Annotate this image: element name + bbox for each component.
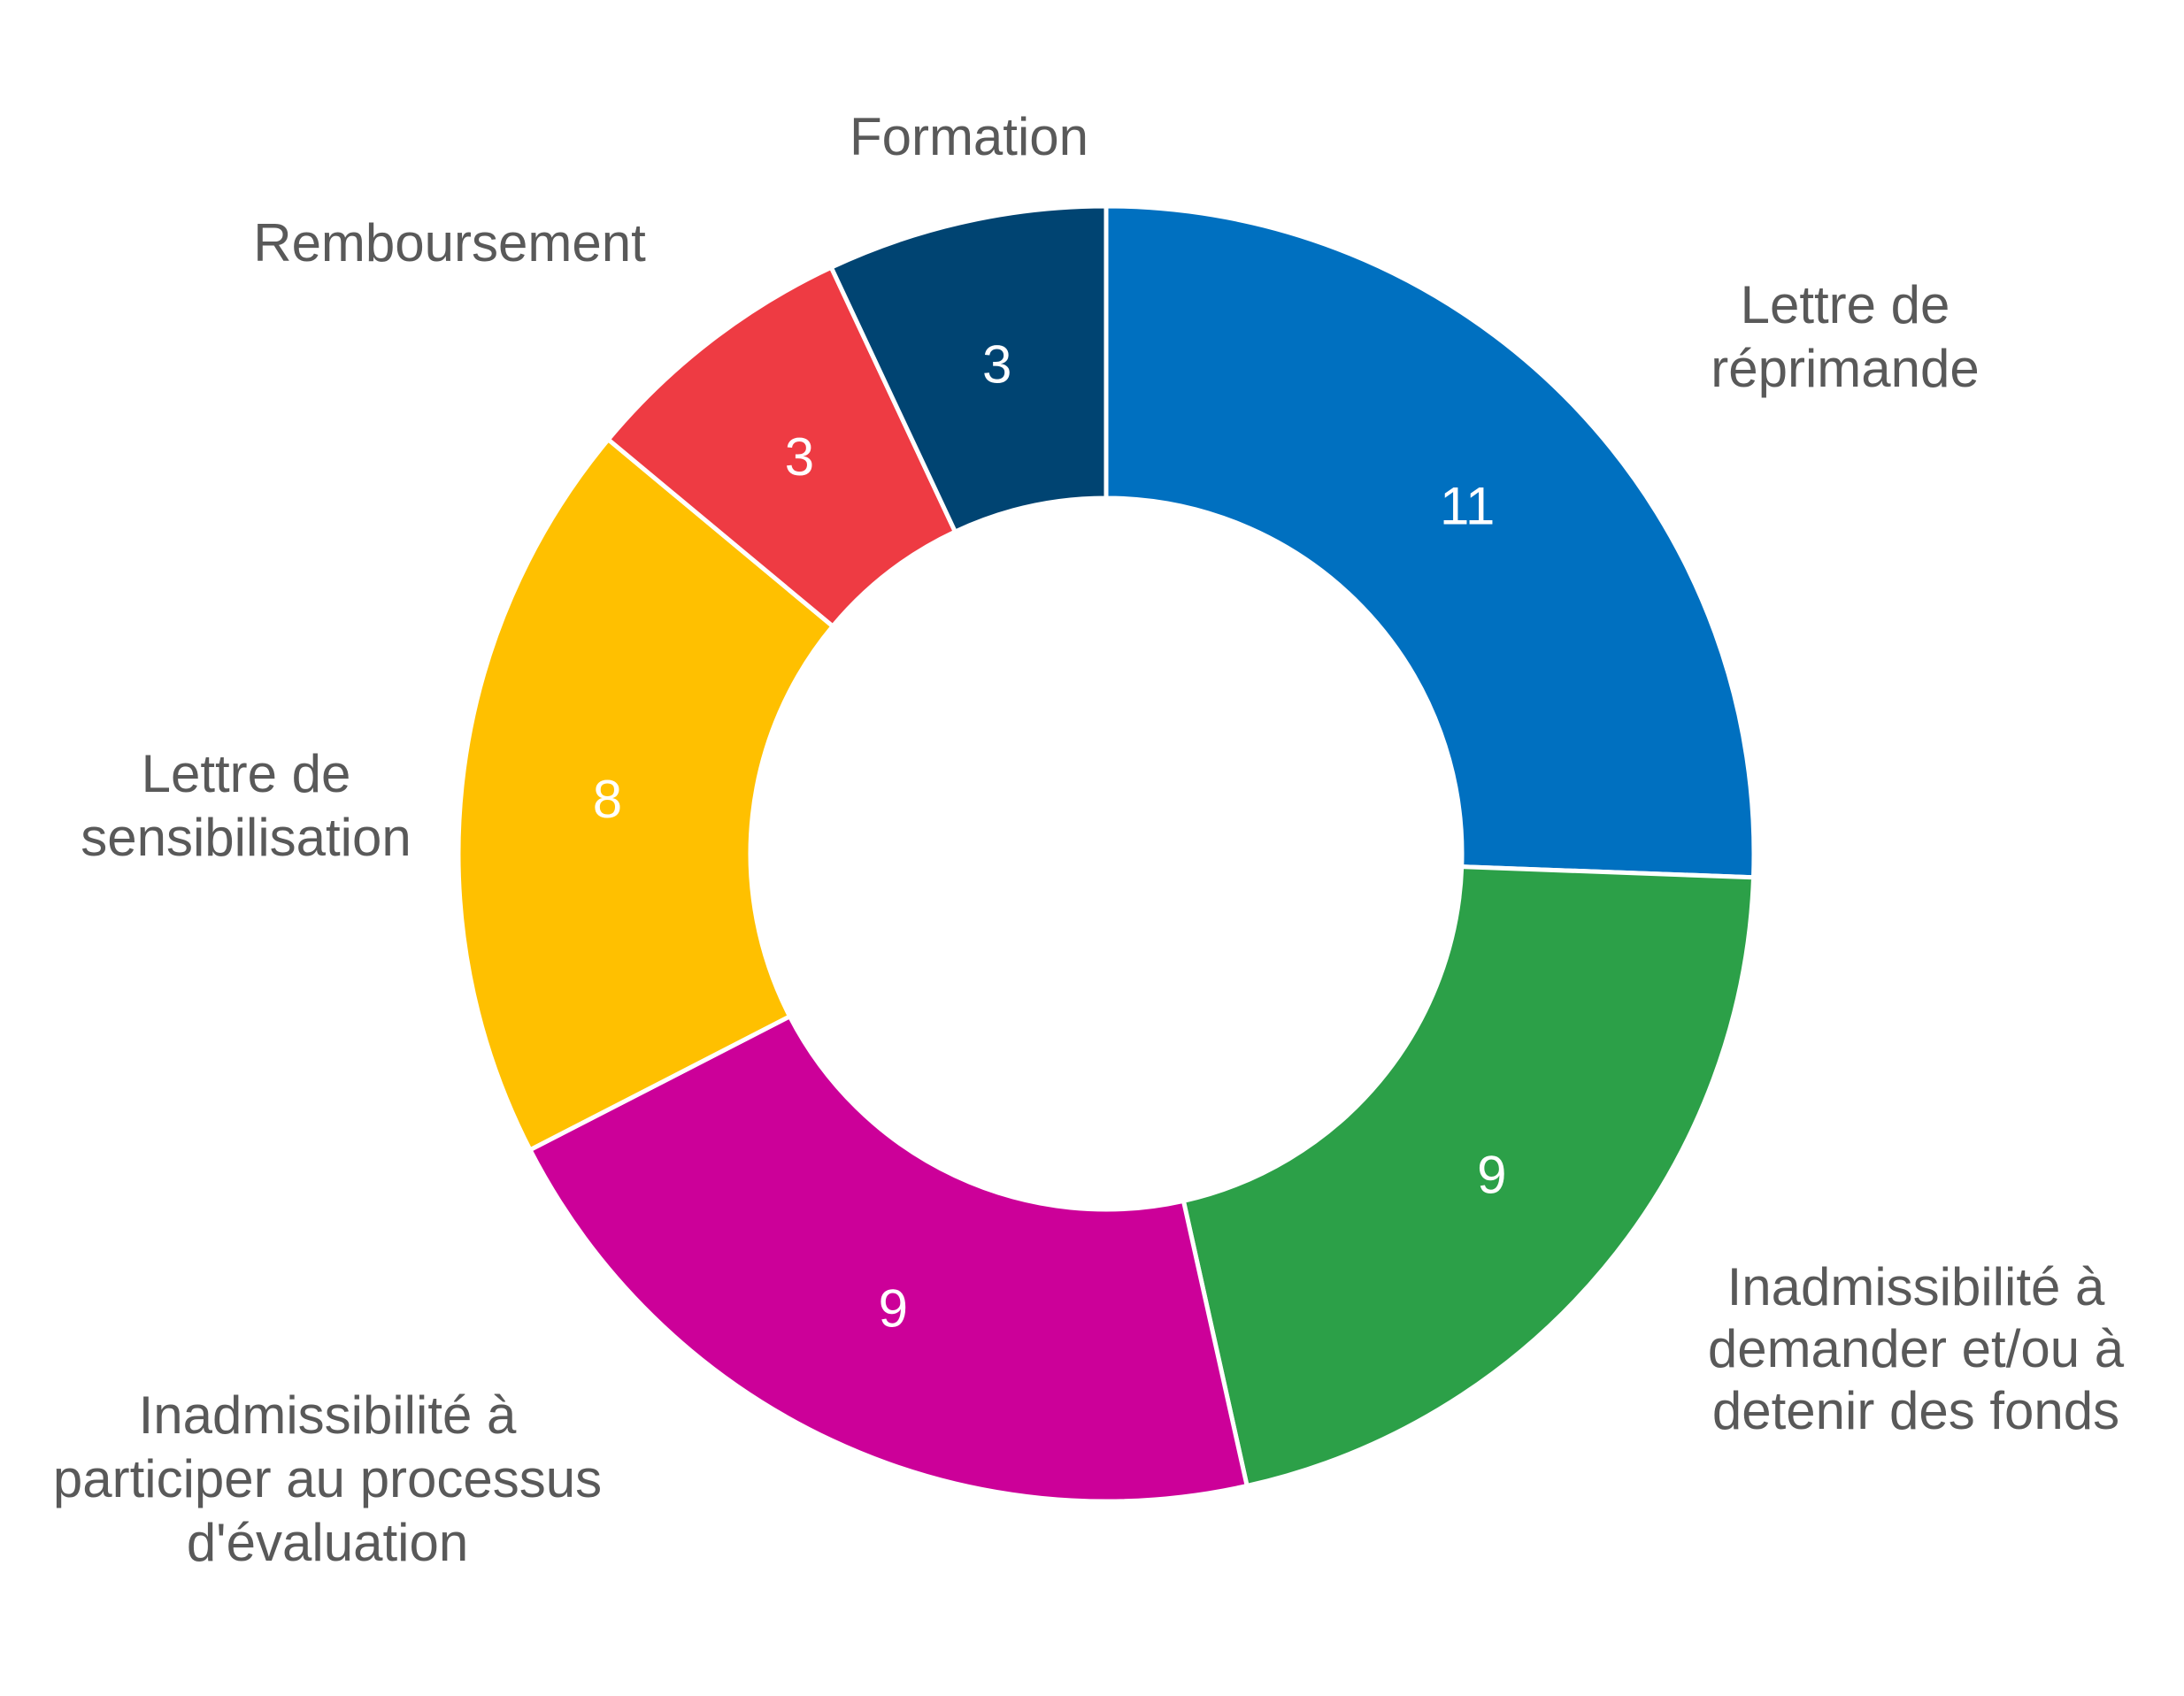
category-label-3: Inadmissibilité à participer au processus… xyxy=(53,1385,602,1572)
value-label-3: 9 xyxy=(879,1278,908,1338)
category-labels: Lettre de réprimande Inadmissibilité à dema… xyxy=(53,107,2125,1572)
donut-slice-1 xyxy=(1104,203,1757,880)
donut-slice-4 xyxy=(456,436,836,1154)
category-label-1: Lettre de réprimande xyxy=(1711,275,1980,398)
value-label-5: 3 xyxy=(785,427,814,487)
value-label-4: 8 xyxy=(593,770,622,829)
value-label-2: 9 xyxy=(1477,1146,1506,1205)
value-label-6: 3 xyxy=(982,335,1011,395)
category-label-4: Lettre de sensibilisation xyxy=(81,744,411,867)
donut-slices xyxy=(456,203,1757,1504)
donut-slice-6 xyxy=(827,203,1109,535)
value-label-1: 11 xyxy=(1440,476,1495,535)
category-label-6: Formation xyxy=(850,107,1088,166)
donut-slice-2 xyxy=(1180,864,1757,1489)
value-labels: 11 9 9 8 3 3 xyxy=(593,335,1507,1339)
donut-slice-3 xyxy=(527,1013,1250,1504)
category-label-2: Inadmissibilité à demander et/ou à detenir… xyxy=(1708,1257,2125,1440)
category-label-5: Remboursement xyxy=(253,213,646,272)
